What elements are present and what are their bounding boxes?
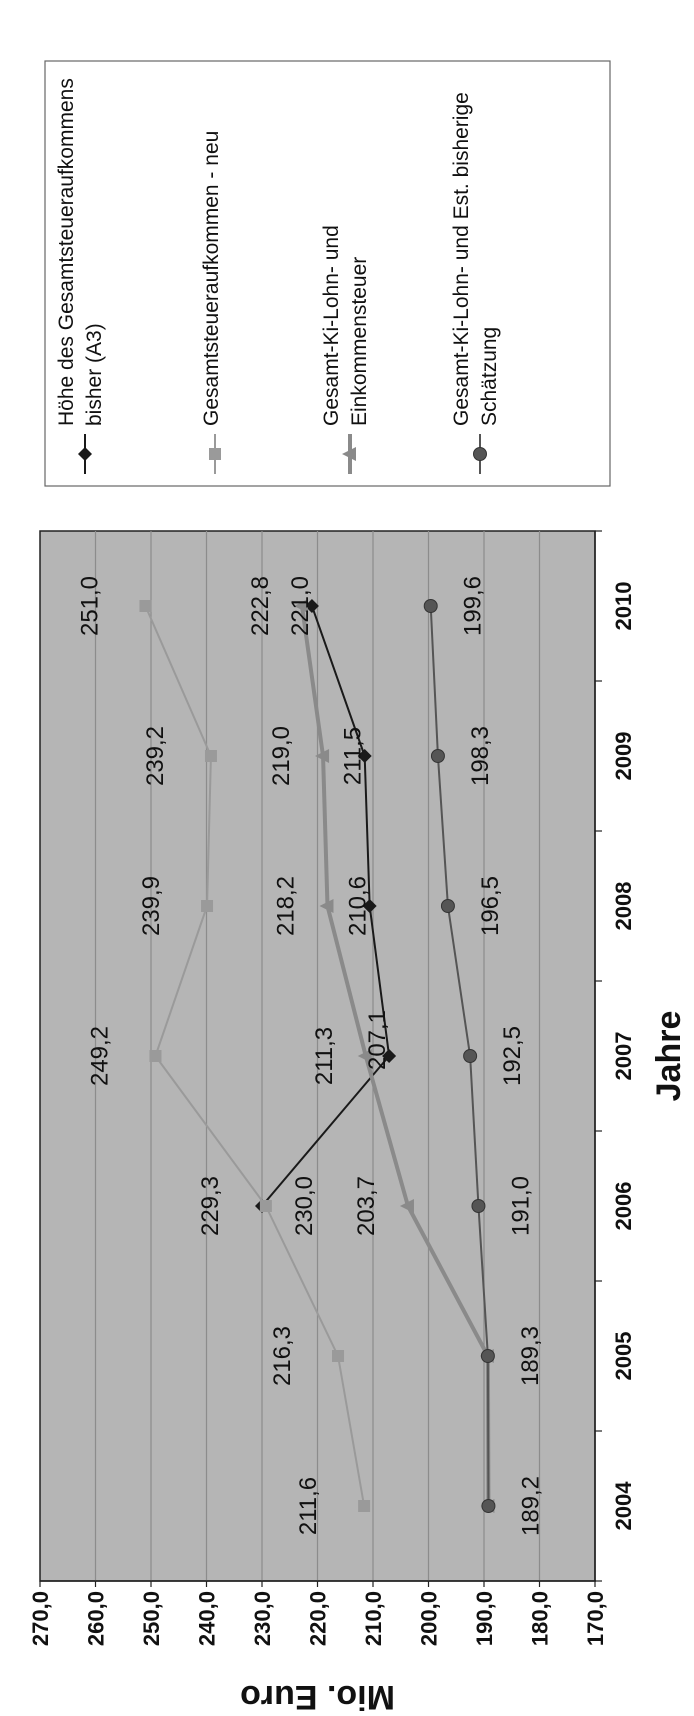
y-tick-label: 240,0 [195, 1591, 220, 1646]
legend-swatch-marker [209, 448, 221, 460]
data-label: 211,3 [311, 1027, 338, 1085]
data-label: 230,0 [291, 1176, 318, 1236]
legend-label: Höhe des Gesamtsteueraufkommens bisher (A… [55, 78, 106, 426]
data-point [204, 750, 217, 762]
data-label: 229,3 [197, 1176, 224, 1236]
data-point [357, 1049, 372, 1063]
data-label: 203,7 [353, 1176, 380, 1236]
data-point [315, 749, 330, 763]
legend-item: Gesamtsteueraufkommen - neu [200, 131, 223, 474]
y-tick-label: 230,0 [250, 1591, 275, 1646]
axes: 170,0 180,0 190,0 200,0 210,0 220,0 230,0 240,0… [28, 530, 636, 1646]
y-tick-label: 200,0 [417, 1591, 442, 1646]
y-tick-label: 250,0 [139, 1591, 164, 1646]
data-label: 207,1 [364, 1010, 391, 1070]
legend-box [44, 60, 611, 487]
data-point [358, 1500, 371, 1512]
y-axis-title: Mio. Euro [240, 1678, 395, 1716]
data-point [471, 1199, 486, 1213]
data-label: 221,0 [287, 576, 314, 636]
x-axis-title: Jahre [650, 1011, 688, 1102]
legend-swatch-marker [342, 447, 356, 461]
y-tick-label: 180,0 [528, 1591, 553, 1646]
x-tick-label: 2008 [611, 882, 636, 931]
data-point [399, 1199, 414, 1213]
data-point [423, 599, 438, 613]
data-point [382, 1049, 397, 1063]
y-tick-label: 220,0 [306, 1591, 331, 1646]
data-label: 249,2 [86, 1026, 113, 1086]
data-label: 222,8 [247, 576, 274, 636]
legend-label: Gesamt-Ki-Lohn- und Einkommensteuer [320, 225, 371, 426]
data-point [481, 1499, 496, 1513]
data-point [293, 599, 308, 613]
data-point [440, 899, 455, 913]
data-point [463, 1049, 478, 1063]
legend-item: Höhe des Gesamtsteueraufkommens bisher (A… [55, 78, 106, 474]
series-layer [139, 599, 496, 1513]
data-point [357, 749, 372, 763]
data-label: 239,9 [138, 876, 165, 936]
data-point [139, 600, 152, 612]
data-point [304, 599, 319, 613]
x-tick-label: 2007 [611, 1032, 636, 1081]
data-label: 251,0 [76, 576, 103, 636]
data-labels: 230,0 207,1 210,6 211,5 221,0 211,6 216,3 229,3… [76, 576, 544, 1536]
legend-swatch-marker [78, 447, 92, 461]
data-label: 198,3 [467, 726, 494, 786]
data-label: 210,6 [345, 876, 372, 936]
data-label: 218,2 [272, 876, 299, 936]
legend: Höhe des Gesamtsteueraufkommens bisher (A… [44, 60, 611, 487]
series-2 [139, 600, 371, 1512]
data-point [362, 899, 377, 913]
x-tick-label: 2006 [611, 1182, 636, 1231]
series-4 [423, 599, 496, 1513]
data-point [259, 1200, 272, 1212]
x-tick-label: 2004 [611, 1481, 636, 1531]
data-label: 192,5 [499, 1026, 526, 1086]
data-label: 219,0 [268, 726, 295, 786]
plot-area [39, 530, 596, 1582]
data-point [149, 1050, 162, 1062]
data-label: 239,2 [142, 726, 169, 786]
legend-label: Gesamt-Ki-Lohn- und Est. bisherige Schätz… [450, 92, 501, 426]
x-tick-label: 2005 [611, 1332, 636, 1381]
data-point [480, 1349, 495, 1363]
data-point [430, 749, 445, 763]
y-tick-label: 260,0 [84, 1591, 109, 1646]
legend-label: Gesamtsteueraufkommen - neu [200, 131, 223, 426]
data-label: 211,5 [340, 727, 367, 785]
data-point [319, 899, 334, 913]
data-label: 216,3 [269, 1326, 296, 1386]
x-tick-label: 2009 [611, 732, 636, 781]
data-label: 199,6 [460, 576, 487, 636]
legend-item: Gesamt-Ki-Lohn- und Est. bisherige Schätz… [450, 92, 501, 474]
data-point [201, 900, 214, 912]
data-label: 189,2 [517, 1476, 544, 1536]
legend-swatch-marker [473, 447, 487, 461]
data-label: 191,0 [507, 1176, 534, 1236]
data-point [332, 1350, 345, 1362]
legend-item: Gesamt-Ki-Lohn- und Einkommensteuer [320, 225, 371, 474]
y-tick-label: 170,0 [583, 1591, 608, 1646]
y-tick-label: 210,0 [361, 1591, 386, 1646]
y-tick-label: 190,0 [472, 1591, 497, 1646]
x-tick-label: 2010 [611, 582, 636, 631]
data-label: 196,5 [477, 876, 504, 936]
data-label: 211,6 [295, 1477, 322, 1535]
y-tick-label: 270,0 [28, 1591, 53, 1646]
data-label: 189,3 [517, 1326, 544, 1386]
